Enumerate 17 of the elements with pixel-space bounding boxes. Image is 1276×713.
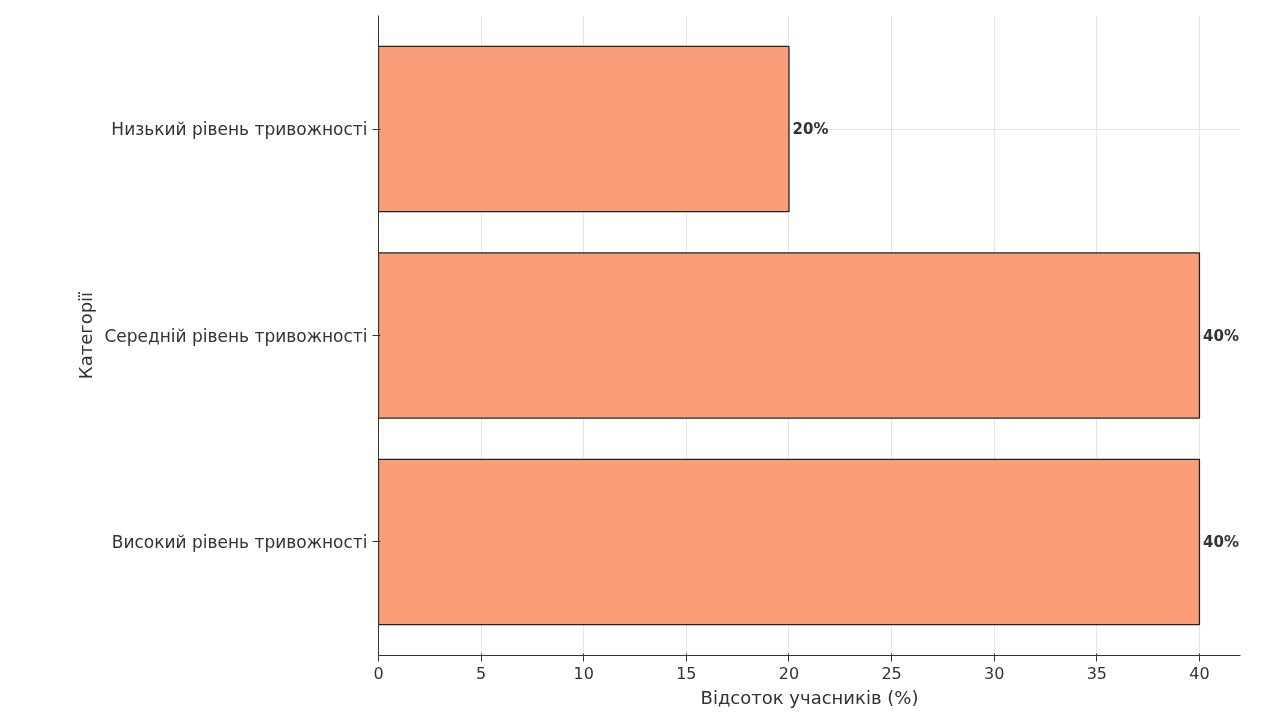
y-axis-title: Категорії: [75, 290, 97, 380]
x-tick-label: 0: [373, 663, 384, 683]
y-tick-label: Середній рівень тривожності: [104, 325, 368, 346]
x-tick-label: 20: [778, 663, 800, 683]
data-label: 20%: [792, 120, 829, 139]
x-tick-label: 35: [1086, 663, 1108, 683]
x-tick-label: 15: [676, 663, 697, 683]
x-tick-label: 10: [573, 663, 594, 683]
x-tick-label: 40: [1189, 663, 1210, 683]
x-axis-title: Відсоток учасників (%): [700, 686, 919, 708]
x-tick-label: 30: [984, 663, 1005, 683]
x-tick-label: 25: [881, 663, 902, 683]
y-tick-label: Високий рівень тривожності: [111, 531, 368, 552]
x-tick-label: 5: [476, 663, 487, 683]
data-label: 40%: [1203, 326, 1239, 345]
y-tick-label: Низький рівень тривожності: [111, 119, 368, 140]
data-label: 40%: [1203, 532, 1239, 551]
